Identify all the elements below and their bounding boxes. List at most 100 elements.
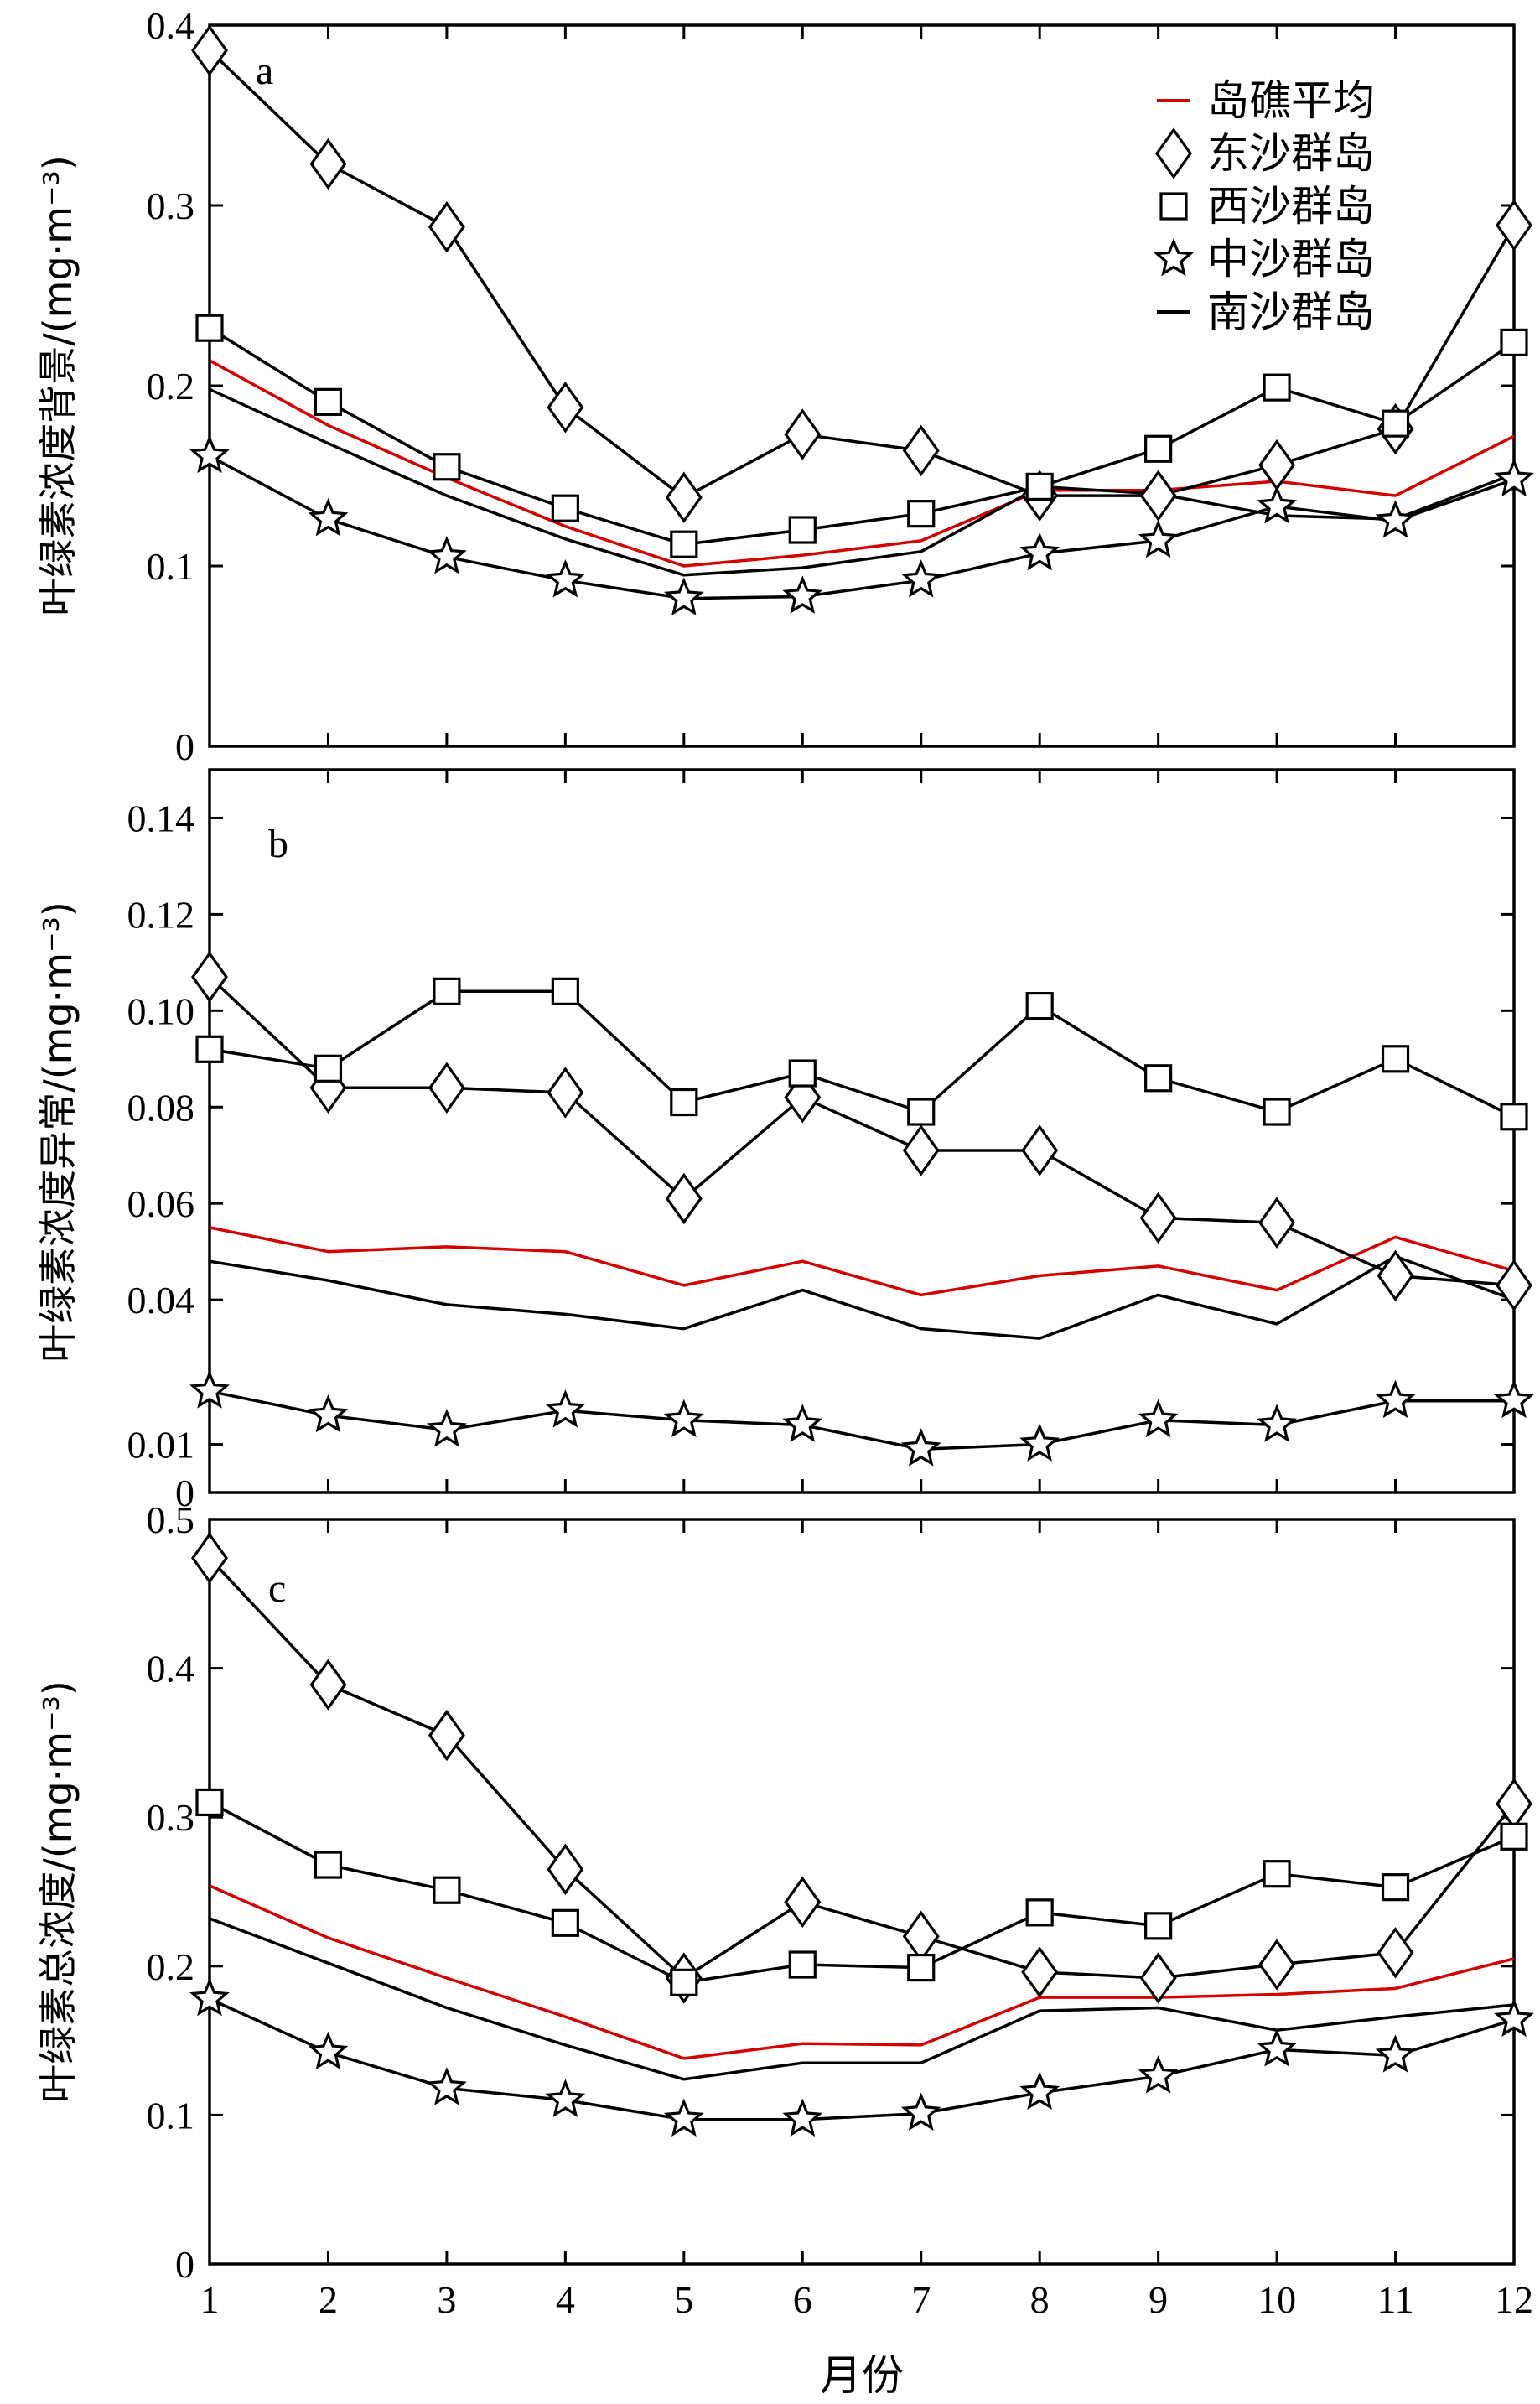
data-point-star bbox=[189, 1370, 230, 1409]
data-point-square bbox=[551, 1908, 579, 1937]
x-tick-label: 10 bbox=[1257, 2278, 1296, 2321]
data-point-diamond bbox=[1496, 1259, 1532, 1311]
data-point-star bbox=[900, 2092, 941, 2131]
data-point-square bbox=[1263, 1098, 1291, 1126]
data-point-square bbox=[195, 1788, 224, 1817]
x-tick-label: 4 bbox=[556, 2278, 575, 2321]
data-point-star bbox=[1138, 2055, 1179, 2094]
legend-label: 中沙群岛 bbox=[1207, 235, 1375, 283]
panel-c-frame bbox=[208, 1518, 1516, 2266]
panel-b-ylabel: 叶绿素浓度异常/(mg·m⁻³) bbox=[35, 901, 80, 1363]
panel-a: a 0 0.1 0.2 0.3 0.4 叶绿素浓度背景/(mg·m⁻³) 岛礁平均东沙群… bbox=[35, 4, 1534, 768]
data-point-square bbox=[788, 1059, 817, 1088]
data-point-diamond bbox=[1377, 1249, 1414, 1302]
y-tick-label-zero: 0 bbox=[175, 1472, 194, 1514]
data-point-star bbox=[308, 497, 349, 537]
data-point-star bbox=[308, 2031, 349, 2070]
data-point-square bbox=[670, 530, 698, 558]
data-point-star bbox=[1494, 1379, 1534, 1419]
series-line-1-1 bbox=[208, 975, 1515, 1287]
data-point-star bbox=[1494, 458, 1534, 497]
data-point-square bbox=[433, 977, 461, 1005]
data-point-star bbox=[782, 1404, 823, 1442]
data-point-star bbox=[782, 575, 823, 614]
panel-b-ticks: 0.01 0.04 0.06 0.08 0.10 0.12 0.14 0 bbox=[127, 770, 1516, 1514]
data-point-star bbox=[900, 559, 941, 598]
data-point-diamond bbox=[191, 1532, 228, 1584]
data-point-diamond bbox=[547, 1067, 584, 1119]
series-line-2-0 bbox=[209, 1884, 1515, 2060]
series-line-1-4 bbox=[209, 1254, 1515, 1340]
x-tick-label: 5 bbox=[674, 2278, 693, 2321]
data-point-square bbox=[1263, 373, 1291, 402]
data-point-star bbox=[663, 2098, 704, 2137]
data-point-star bbox=[1019, 532, 1060, 571]
data-point-diamond bbox=[1377, 1927, 1414, 1979]
data-point-square bbox=[1381, 1045, 1410, 1073]
y-tick-label: 0.12 bbox=[127, 893, 195, 936]
data-point-square bbox=[1144, 1912, 1173, 1940]
data-point-square bbox=[788, 516, 817, 544]
y-tick-label: 0.04 bbox=[127, 1279, 195, 1321]
panel-c-series bbox=[189, 1532, 1534, 2137]
series-line-0-4 bbox=[209, 387, 1515, 577]
data-point-diamond bbox=[1021, 1946, 1059, 1998]
data-point-diamond bbox=[1496, 199, 1532, 252]
data-point-diamond bbox=[665, 1172, 703, 1225]
legend-marker-square bbox=[1159, 192, 1188, 221]
data-point-star bbox=[308, 1394, 349, 1433]
legend-marker-diamond bbox=[1155, 127, 1192, 179]
series-line-1-0 bbox=[209, 1226, 1515, 1297]
series-line-2-4 bbox=[209, 1917, 1515, 2081]
panel-b-series bbox=[189, 951, 1534, 1467]
legend-marker-star bbox=[1154, 237, 1194, 277]
series-line-1-3 bbox=[209, 1389, 1514, 1451]
data-point-star bbox=[426, 2067, 467, 2105]
data-point-star bbox=[1257, 485, 1298, 524]
x-tick-label: 3 bbox=[437, 2278, 456, 2321]
x-tick-label: 11 bbox=[1377, 2278, 1413, 2321]
data-point-star bbox=[189, 1977, 230, 2017]
data-point-star bbox=[1375, 500, 1416, 538]
data-point-square bbox=[1500, 1822, 1528, 1851]
data-point-square bbox=[314, 1054, 343, 1083]
data-point-star bbox=[663, 1399, 704, 1438]
data-point-star bbox=[1375, 1379, 1416, 1419]
data-point-star bbox=[1257, 1404, 1298, 1442]
data-point-diamond bbox=[784, 1876, 822, 1929]
data-point-star bbox=[426, 1409, 467, 1447]
x-axis-label: 月份 bbox=[820, 2351, 904, 2400]
x-tick-label: 1 bbox=[200, 2278, 220, 2321]
data-point-diamond bbox=[547, 382, 584, 434]
data-point-diamond bbox=[428, 201, 465, 253]
data-point-diamond bbox=[547, 1843, 584, 1896]
panel-b-frame bbox=[208, 768, 1516, 1494]
data-point-square bbox=[433, 1876, 461, 1904]
y-tick-label: 0 bbox=[175, 725, 194, 768]
panel-c-ylabel: 叶绿素总浓度/(mg·m⁻³) bbox=[35, 1680, 80, 2103]
y-tick-label: 0.2 bbox=[147, 1945, 195, 1988]
y-tick-label: 0.14 bbox=[127, 797, 195, 839]
data-point-square bbox=[670, 1088, 698, 1117]
panel-a-ticks: 0 0.1 0.2 0.3 0.4 bbox=[147, 4, 1516, 768]
data-point-star bbox=[900, 1428, 941, 1467]
legend-entry: 岛礁平均 bbox=[1157, 76, 1375, 125]
data-point-square bbox=[551, 494, 579, 522]
data-point-star bbox=[545, 1389, 586, 1428]
y-tick-label: 0.1 bbox=[147, 545, 195, 588]
data-point-star bbox=[782, 2098, 823, 2137]
data-point-star bbox=[189, 434, 230, 474]
data-point-diamond bbox=[309, 1659, 347, 1711]
data-point-diamond bbox=[1139, 1192, 1177, 1244]
legend-entry: 东沙群岛 bbox=[1155, 127, 1375, 179]
x-tick-label: 12 bbox=[1495, 2278, 1533, 2321]
data-point-star bbox=[663, 577, 704, 616]
x-tick-label: 6 bbox=[793, 2278, 812, 2321]
y-tick-label: 0.5 bbox=[147, 1498, 195, 1541]
data-point-diamond bbox=[665, 471, 703, 524]
data-point-diamond bbox=[191, 24, 228, 76]
data-point-star bbox=[545, 2079, 586, 2117]
